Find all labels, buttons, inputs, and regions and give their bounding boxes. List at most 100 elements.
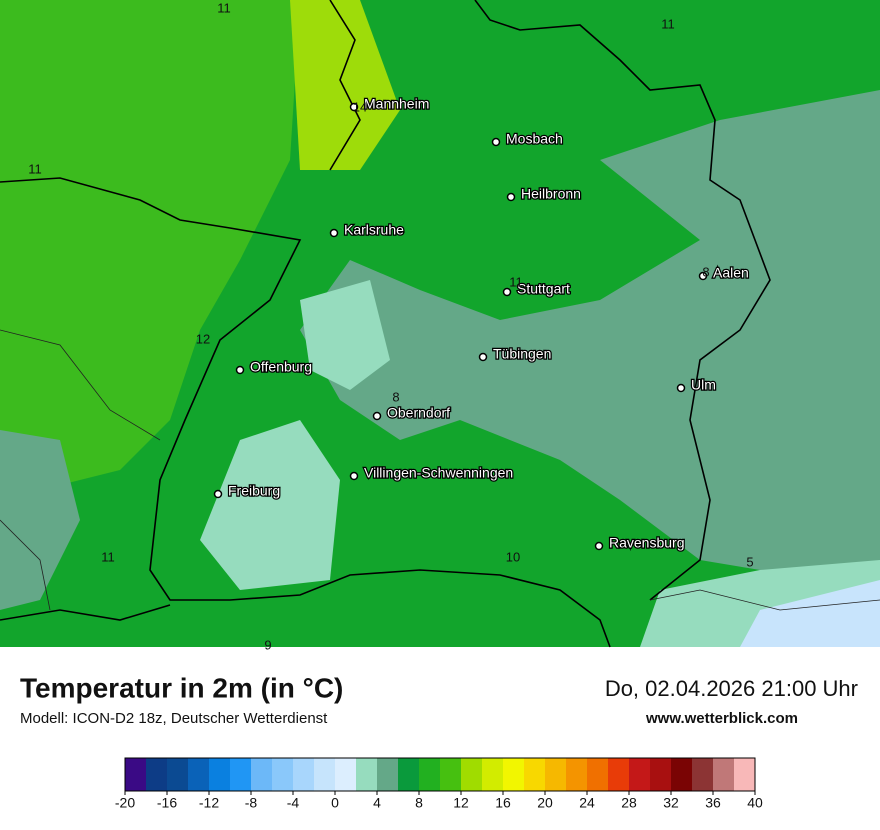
colorbar-tick-label: 28 <box>621 795 637 811</box>
border-line <box>0 604 171 621</box>
city-dot <box>329 228 339 238</box>
colorbar-cell <box>650 758 672 791</box>
region-cool-west <box>0 430 80 610</box>
colorbar-tick-label: 8 <box>415 795 423 811</box>
city-dot <box>235 365 245 375</box>
colorbar-tick-label: -20 <box>115 795 135 811</box>
temperature-label: 11 <box>661 16 675 31</box>
city-label: Mannheim <box>364 96 429 112</box>
city-dot <box>698 271 708 281</box>
colorbar-cell <box>524 758 546 791</box>
map-subtitle: Modell: ICON-D2 18z, Deutscher Wetterdie… <box>20 710 328 727</box>
colorbar-cell <box>566 758 588 791</box>
city-dot <box>213 489 223 499</box>
colorbar-cell <box>419 758 441 791</box>
colorbar-tick-label: 20 <box>537 795 553 811</box>
city-dot <box>491 137 501 147</box>
city-label: Freiburg <box>228 483 280 499</box>
colorbar-tick-label: 12 <box>453 795 469 811</box>
colorbar-cell <box>629 758 651 791</box>
colorbar-cell <box>335 758 357 791</box>
colorbar-tick-label: 36 <box>705 795 721 811</box>
temperature-label: 9 <box>264 637 271 652</box>
colorbar-cell <box>188 758 210 791</box>
city-label: Karlsruhe <box>344 222 404 238</box>
colorbar-cell <box>398 758 420 791</box>
city-label: Mosbach <box>506 131 563 147</box>
city-label: Tübingen <box>493 346 551 362</box>
colorbar-cell <box>440 758 462 791</box>
city-label: Ulm <box>691 377 716 393</box>
region-warmest <box>290 0 400 170</box>
colorbar-cell <box>125 758 147 791</box>
temperature-label: 11 <box>28 161 42 176</box>
region-cooler-north <box>300 280 390 390</box>
city-label: Oberndorf <box>387 405 450 421</box>
city-dot <box>349 102 359 112</box>
colorbar-cell <box>545 758 567 791</box>
city-dot <box>372 411 382 421</box>
colorbar-cell <box>482 758 504 791</box>
temperature-label: 11 <box>101 549 115 564</box>
colorbar-tick-label: 24 <box>579 795 595 811</box>
temperature-label: 5 <box>746 554 753 569</box>
colorbar-cell <box>356 758 378 791</box>
colorbar-cell <box>251 758 273 791</box>
colorbar-cell <box>272 758 294 791</box>
temperature-label: 14 <box>353 99 367 114</box>
colorbar-cell <box>503 758 525 791</box>
river-line <box>0 329 880 611</box>
city-dot <box>676 383 686 393</box>
colorbar-frame <box>124 757 756 792</box>
colorbar-tick-label: 16 <box>495 795 511 811</box>
colorbar-tick-label: -8 <box>245 795 258 811</box>
city-label: Heilbronn <box>521 186 581 202</box>
temperature-label: 12 <box>196 331 210 346</box>
colorbar-cell <box>146 758 168 791</box>
colorbar-cell <box>314 758 336 791</box>
colorbar-tick-label: -16 <box>157 795 177 811</box>
city-label: Stuttgart <box>517 281 570 297</box>
colorbar-tick-label: 32 <box>663 795 679 811</box>
city-label: Villingen-Schwenningen <box>364 465 513 481</box>
temperature-label: 8 <box>702 264 709 279</box>
website: www.wetterblick.com <box>645 710 798 727</box>
city-dot <box>506 192 516 202</box>
city-dot <box>349 471 359 481</box>
colorbar-tick-label: 40 <box>747 795 763 811</box>
border-line <box>329 0 361 171</box>
city-label: Ravensburg <box>609 535 685 551</box>
colorbar-cell <box>692 758 714 791</box>
colorbar-cell <box>377 758 399 791</box>
forecast-time: Do, 02.04.2026 21:00 Uhr <box>605 676 858 701</box>
region-coldest <box>740 580 880 647</box>
colorbar-tick-label: -12 <box>199 795 219 811</box>
colorbar-cell <box>587 758 609 791</box>
colorbar-cell <box>461 758 483 791</box>
region-cooler-black-forest <box>200 420 340 590</box>
colorbar-cell <box>734 758 756 791</box>
colorbar-cell <box>230 758 252 791</box>
colorbar-cell <box>608 758 630 791</box>
region-warm-west <box>0 0 300 500</box>
border-line <box>474 0 771 601</box>
city-dot <box>594 541 604 551</box>
colorbar-cell <box>713 758 735 791</box>
city-dot <box>478 352 488 362</box>
temperature-label: 11 <box>217 0 231 15</box>
colorbar-cell <box>167 758 189 791</box>
temperature-label: 11 <box>509 274 523 289</box>
colorbar-tick-label: 4 <box>373 795 381 811</box>
colorbar-tick-label: -4 <box>287 795 300 811</box>
colorbar-cell <box>209 758 231 791</box>
city-label: Offenburg <box>250 359 312 375</box>
map <box>0 0 880 648</box>
region-cool <box>300 90 880 600</box>
temperature-label: 8 <box>392 389 399 404</box>
temperature-label: 10 <box>506 549 520 564</box>
colorbar-cell <box>671 758 693 791</box>
colorbar-cell <box>293 758 315 791</box>
colorbar-tick-label: 0 <box>331 795 339 811</box>
